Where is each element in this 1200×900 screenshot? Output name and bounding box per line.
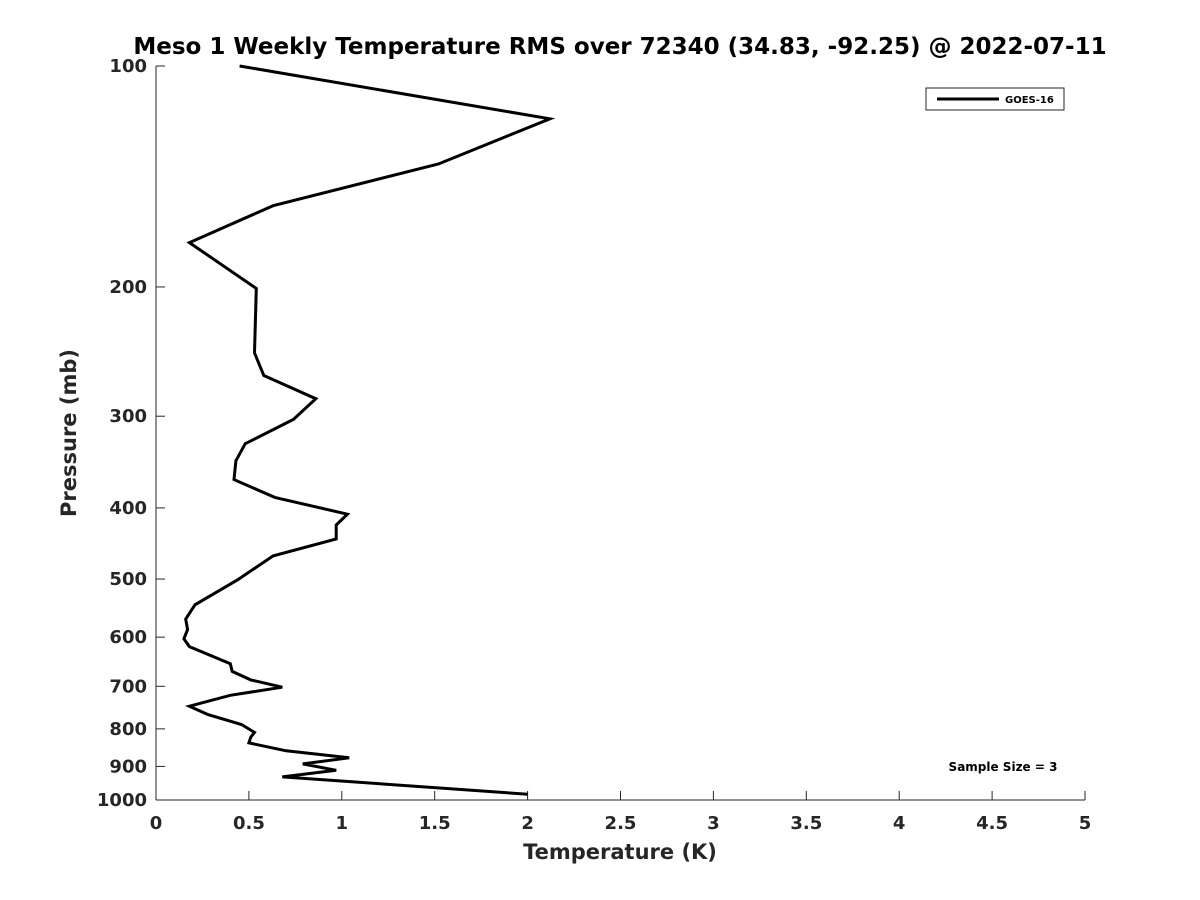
x-ticks: 0 0.5 1 1.5 2 2.5 3 3.5 4 4.5 5: [150, 791, 1092, 834]
y-tick-label: 400: [109, 498, 147, 519]
legend: GOES-16: [925, 87, 1065, 111]
y-ticks: 100 200 300 400 500 600 700 800 900 1000: [97, 56, 165, 811]
y-tick-label: 300: [109, 406, 147, 427]
x-tick-label: 2: [521, 813, 534, 834]
y-tick-label: 500: [109, 569, 147, 590]
series-line-goes16: [182, 64, 556, 796]
legend-entry-goes16: GOES-16: [1005, 95, 1054, 106]
series-group: [182, 64, 556, 796]
y-tick-label: 200: [109, 277, 147, 298]
y-tick-label: 600: [109, 627, 147, 648]
x-tick-label: 2.5: [605, 813, 637, 834]
y-tick-label: 900: [109, 756, 147, 777]
y-axis-label: Pressure (mb): [57, 349, 81, 517]
x-tick-label: 0.5: [233, 813, 265, 834]
x-tick-label: 1: [336, 813, 349, 834]
y-tick-label: 1000: [97, 790, 147, 811]
x-tick-label: 3: [707, 813, 720, 834]
sample-size-annotation: Sample Size = 3: [949, 760, 1058, 774]
y-tick-label: 700: [109, 676, 147, 697]
chart-title: Meso 1 Weekly Temperature RMS over 72340…: [133, 34, 1106, 60]
y-tick-label: 100: [109, 56, 147, 77]
x-tick-label: 0: [150, 813, 163, 834]
x-tick-label: 1.5: [419, 813, 451, 834]
x-tick-label: 5: [1079, 813, 1092, 834]
x-axis-label: Temperature (K): [523, 840, 717, 864]
x-tick-label: 4: [893, 813, 906, 834]
y-tick-label: 800: [109, 719, 147, 740]
x-tick-label: 3.5: [790, 813, 822, 834]
x-tick-label: 4.5: [976, 813, 1008, 834]
